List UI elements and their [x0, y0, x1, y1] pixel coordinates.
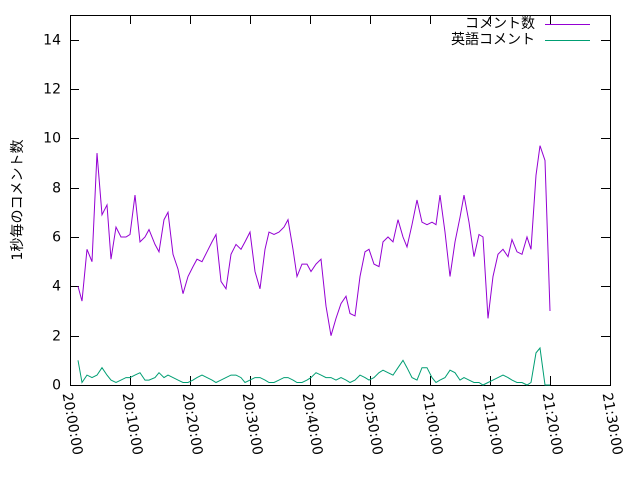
x-tick-label: 20:30:00	[239, 392, 266, 457]
x-tick-label: 20:50:00	[359, 392, 386, 457]
series-line	[77, 145, 551, 336]
x-tick-label: 20:00:00	[59, 392, 86, 457]
x-tick-label: 20:40:00	[299, 392, 326, 457]
y-tick-label: 0	[52, 378, 61, 394]
x-tick-label: 21:20:00	[539, 392, 566, 457]
y-axis-label: 1秒毎のコメント数	[10, 140, 26, 261]
x-tick-label: 20:20:00	[179, 392, 206, 457]
x-tick-label: 21:30:00	[599, 392, 626, 457]
legend-label: コメント数	[465, 16, 535, 32]
x-tick-label: 20:10:00	[119, 392, 146, 457]
y-tick-label: 14	[43, 33, 61, 49]
y-tick-label: 10	[43, 131, 61, 147]
x-tick-label: 21:10:00	[479, 392, 506, 457]
y-tick-label: 12	[43, 82, 61, 98]
plot-frame	[70, 15, 611, 386]
x-tick-label: 21:00:00	[419, 392, 446, 457]
legend-label: 英語コメント	[451, 31, 535, 48]
y-tick-label: 4	[52, 279, 61, 295]
series-line	[77, 346, 550, 386]
y-tick-label: 2	[52, 329, 61, 345]
y-tick-label: 6	[52, 230, 61, 246]
y-tick-label: 8	[52, 181, 61, 197]
